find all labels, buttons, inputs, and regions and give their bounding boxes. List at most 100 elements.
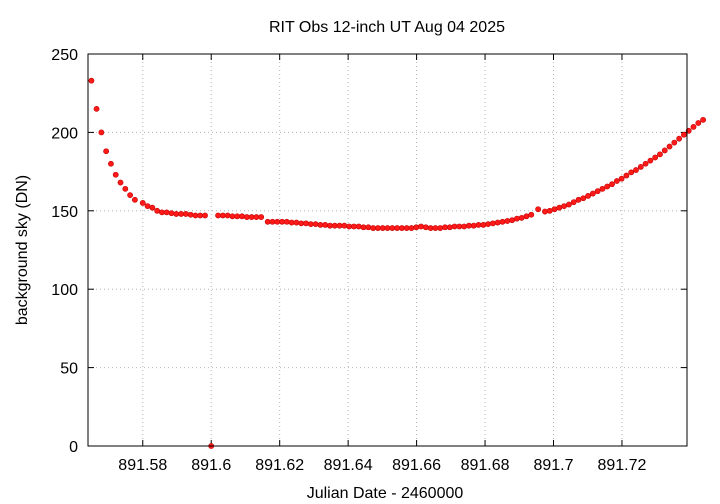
x-axis-label: Julian Date - 2460000 [307, 485, 464, 502]
data-point [398, 225, 405, 231]
data-point [580, 195, 587, 202]
data-point [154, 207, 161, 214]
y-tick-label: 100 [51, 282, 78, 299]
data-point [695, 120, 702, 126]
data-point [485, 221, 492, 228]
data-point [215, 212, 221, 219]
data-point [480, 222, 487, 228]
data-point [518, 214, 525, 221]
data-point [451, 223, 458, 230]
data-point [690, 124, 697, 130]
data-point [293, 219, 300, 226]
data-point [279, 218, 285, 225]
data-point [317, 222, 324, 228]
data-point [551, 206, 558, 213]
data-point [253, 214, 260, 220]
data-point [637, 163, 644, 170]
data-point [122, 185, 129, 192]
data-point [442, 224, 448, 231]
data-point [642, 160, 649, 167]
data-point [475, 222, 482, 228]
data-point [178, 211, 185, 217]
data-point [509, 217, 515, 224]
y-tick-label: 50 [60, 361, 78, 378]
data-point [127, 192, 134, 199]
data-point [418, 223, 424, 230]
plot-frame [87, 53, 688, 447]
data-point [403, 225, 410, 231]
data-point [258, 214, 265, 220]
data-point [224, 212, 231, 219]
data-point [594, 188, 601, 195]
data-point [609, 181, 615, 188]
data-point [239, 213, 245, 220]
y-axis-label: background sky (DN) [14, 175, 31, 325]
data-point [288, 219, 295, 226]
data-point [88, 77, 95, 84]
data-point [182, 211, 189, 217]
data-point [700, 116, 706, 123]
data-point [131, 196, 138, 203]
x-tick-label: 891.72 [597, 457, 646, 474]
data-point [437, 225, 444, 231]
data-point [331, 222, 338, 229]
data-point [628, 169, 635, 176]
data-point [168, 210, 175, 217]
data-point [556, 204, 563, 211]
data-point [139, 200, 146, 206]
data-point [355, 223, 362, 230]
data-point [446, 224, 453, 231]
data-point [613, 178, 620, 184]
x-tick-label: 891.64 [324, 457, 373, 474]
data-point [243, 214, 250, 220]
data-point [523, 213, 530, 220]
data-point [561, 203, 568, 209]
data-point [108, 160, 114, 167]
x-tick-label: 891.68 [461, 457, 510, 474]
data-point [192, 212, 199, 219]
data-point [585, 193, 591, 199]
data-point [413, 224, 420, 231]
data-point [379, 225, 386, 231]
data-point [336, 222, 343, 229]
data-point [312, 221, 319, 228]
y-tick-label: 150 [51, 204, 78, 221]
data-point [618, 175, 625, 182]
data-point [652, 154, 659, 161]
data-point [494, 219, 501, 226]
data-point [566, 201, 572, 208]
data-point [466, 222, 472, 229]
data-point [681, 131, 687, 138]
data-point [676, 135, 683, 142]
data-point [389, 225, 396, 231]
data-point [599, 185, 606, 192]
x-tick-label: 891.7 [533, 457, 573, 474]
data-point [408, 225, 415, 231]
data-point [341, 222, 348, 229]
data-point [666, 143, 673, 150]
data-point [432, 225, 439, 231]
data-point [470, 222, 477, 229]
x-tick-label: 891.66 [392, 457, 441, 474]
data-point [322, 222, 329, 228]
data-point [570, 199, 577, 206]
data-point [360, 224, 367, 231]
data-point [202, 212, 208, 219]
x-tick-label: 891.6 [191, 457, 231, 474]
tick-labels: 891.58 891.6 891.62 891.64 891.66 891.68 891.7… [51, 47, 646, 474]
axis-ticks [88, 53, 687, 447]
grid-lines [88, 54, 687, 446]
data-point [671, 139, 678, 146]
data-point [283, 218, 290, 225]
data-point [149, 204, 156, 211]
data-point [647, 157, 654, 164]
data-point [513, 215, 520, 222]
data-point [274, 218, 281, 225]
data-point [365, 224, 372, 231]
data-point [93, 105, 100, 112]
y-tick-label: 250 [51, 47, 78, 64]
data-point [303, 220, 309, 227]
data-point [197, 212, 204, 219]
data-point [461, 223, 468, 230]
